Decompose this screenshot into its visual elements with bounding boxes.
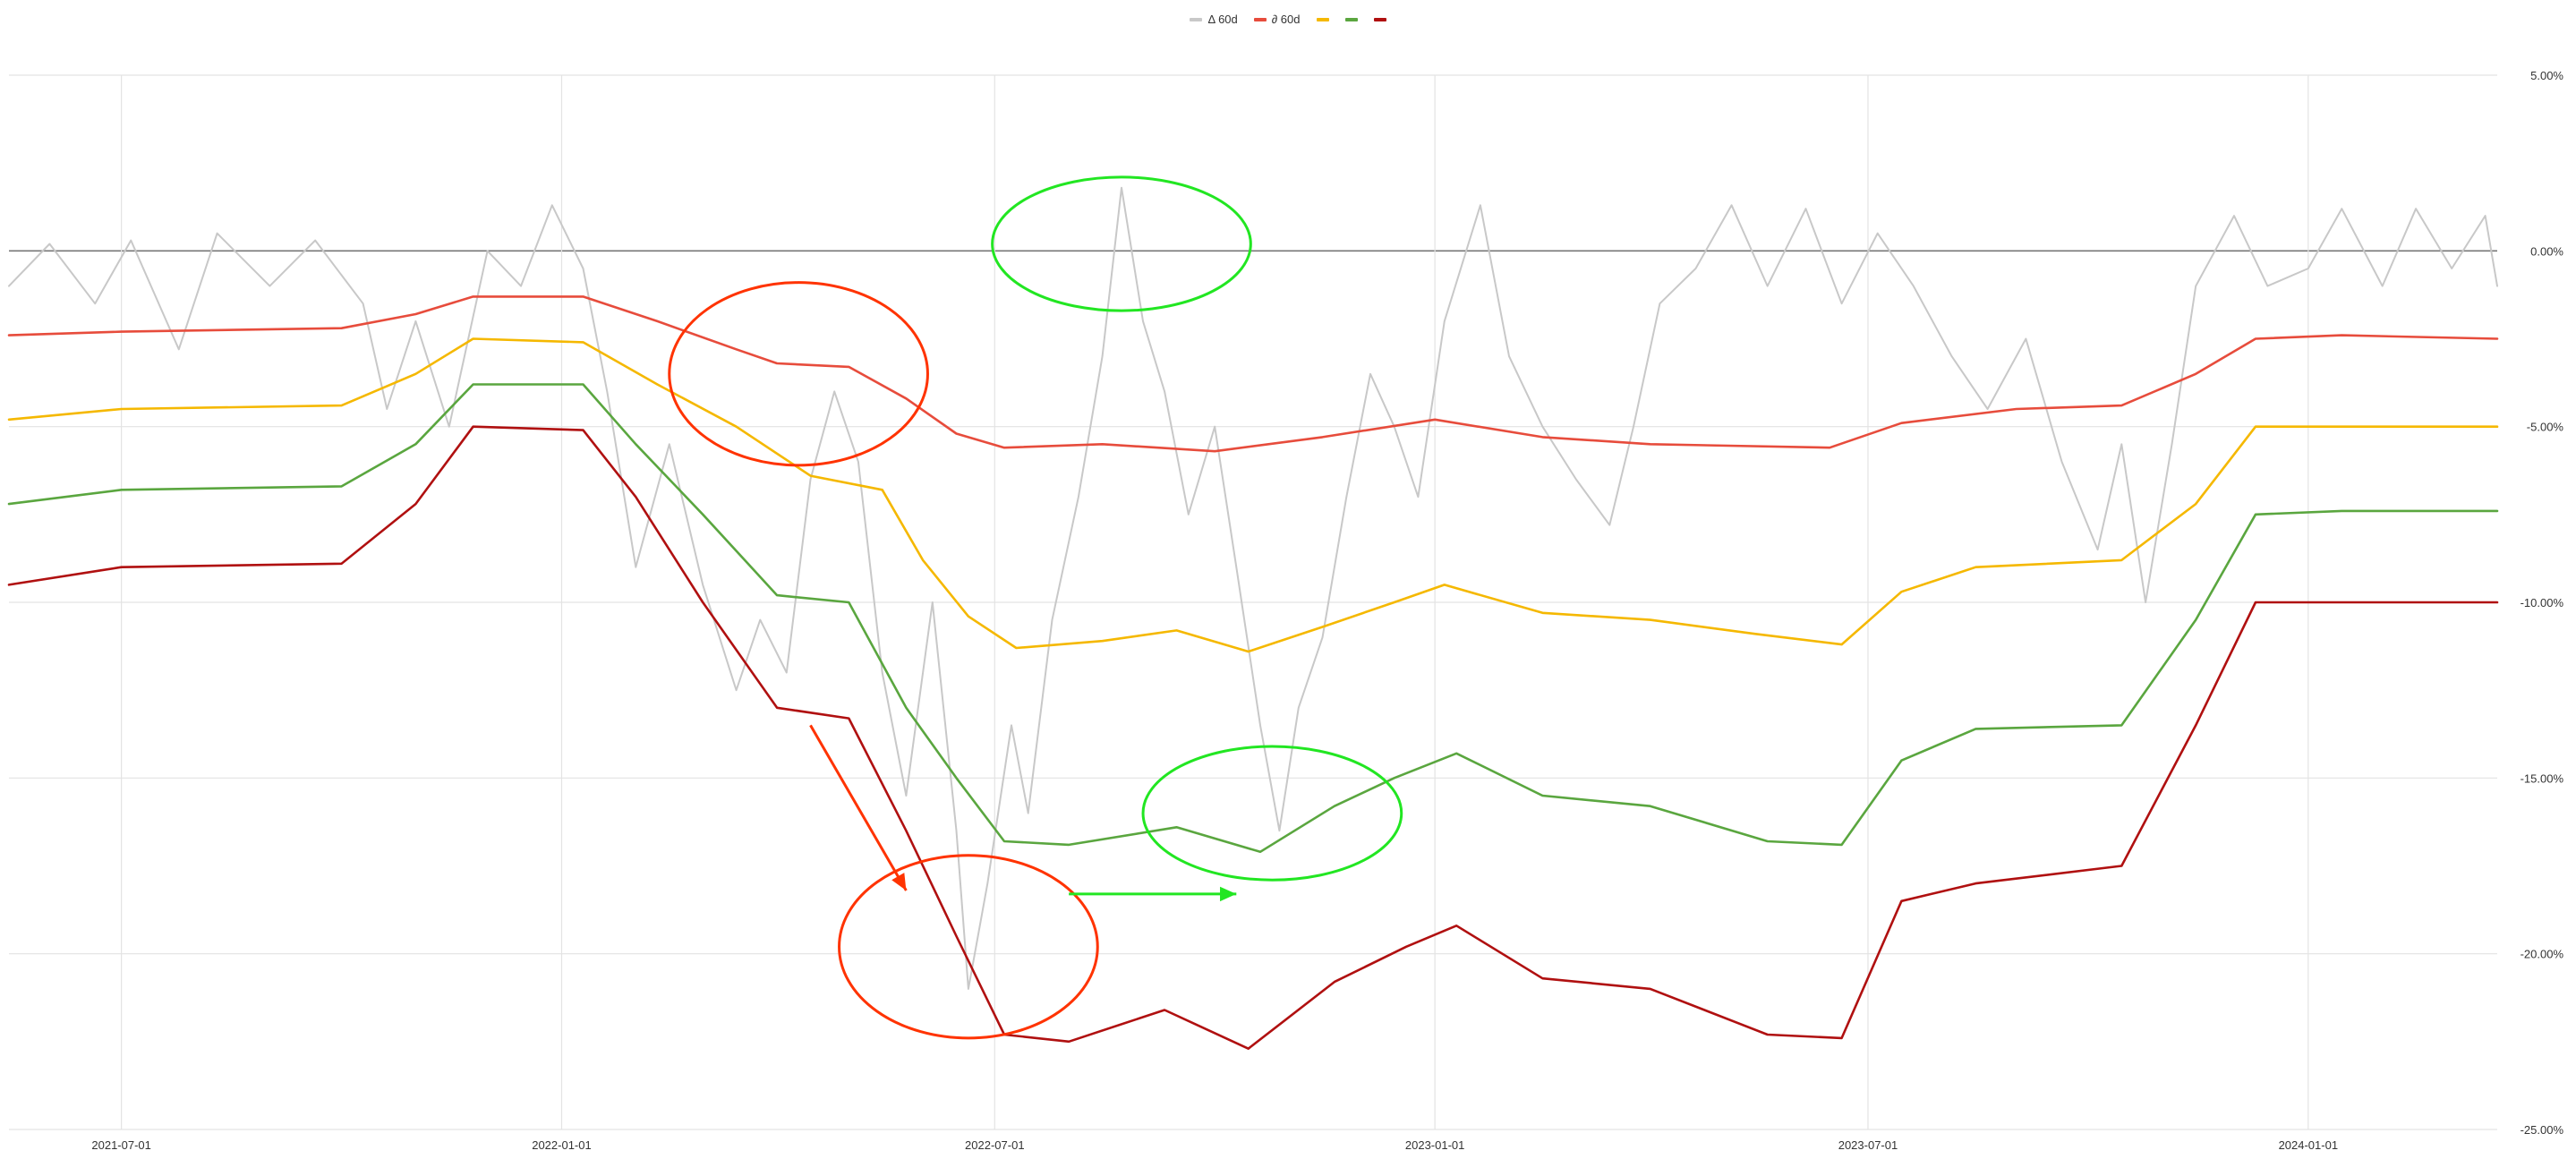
legend-swatch-2	[1316, 17, 1329, 21]
legend-item-2[interactable]	[1316, 13, 1329, 26]
y-tick-label: -20.00%	[2521, 948, 2564, 961]
y-tick-label: 5.00%	[2530, 69, 2563, 82]
annotation-circle	[838, 854, 1099, 1040]
legend-item-0[interactable]: Δ 60d	[1190, 13, 1238, 26]
series-line-0	[8, 186, 2498, 990]
series-line-2	[7, 337, 2499, 653]
legend-swatch-4	[1373, 17, 1386, 21]
y-tick-label: -15.00%	[2521, 771, 2564, 785]
series-line-1	[7, 295, 2499, 453]
x-tick-label: 2023-07-01	[1838, 1138, 1898, 1152]
x-tick-label: 2021-07-01	[91, 1138, 151, 1152]
legend-label-1: ∂ 60d	[1271, 13, 1301, 26]
y-tick-label: 0.00%	[2530, 244, 2563, 258]
y-tick-label: -10.00%	[2521, 596, 2564, 609]
legend-swatch-1	[1253, 17, 1267, 21]
legend-swatch-3	[1344, 17, 1358, 21]
legend-item-1[interactable]: ∂ 60d	[1253, 13, 1301, 26]
legend-item-3[interactable]	[1344, 13, 1358, 26]
annotation-circle	[668, 281, 929, 467]
y-tick-label: -5.00%	[2527, 421, 2564, 434]
x-tick-label: 2022-07-01	[965, 1138, 1025, 1152]
y-tick-label: -25.00%	[2521, 1123, 2564, 1137]
annotation-circle	[991, 175, 1252, 312]
annotation-arrow-head	[891, 873, 907, 891]
legend: Δ 60d ∂ 60d	[0, 13, 2576, 26]
x-tick-label: 2022-01-01	[532, 1138, 592, 1152]
legend-item-4[interactable]	[1373, 13, 1386, 26]
legend-label-0: Δ 60d	[1207, 13, 1238, 26]
annotation-arrow-head	[1220, 886, 1237, 902]
x-tick-label: 2023-01-01	[1405, 1138, 1465, 1152]
legend-swatch-0	[1190, 17, 1203, 21]
annotation-arrow-shaft	[809, 724, 908, 891]
x-tick-label: 2024-01-01	[2279, 1138, 2339, 1152]
annotation-circle	[1141, 745, 1403, 882]
series-line-3	[7, 383, 2499, 854]
series-line-4	[7, 425, 2499, 1050]
